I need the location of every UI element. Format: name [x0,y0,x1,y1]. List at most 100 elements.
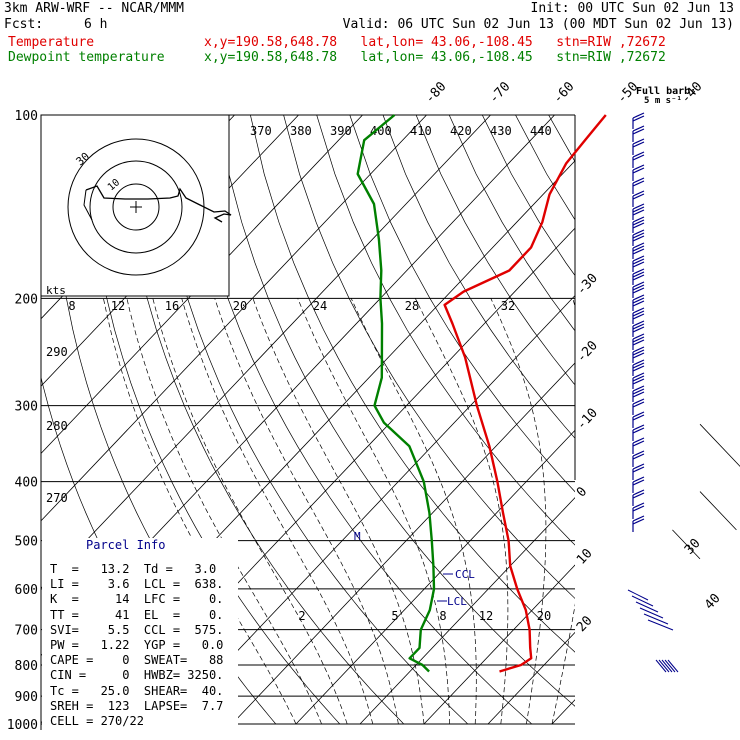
wind-barb-lower [627,589,649,601]
hodograph-ring-20 [89,160,183,254]
pressure-label-100: 100 [15,109,38,124]
wind-barb-flag [632,479,645,486]
wind-barb-flag [632,424,645,431]
wind-barb-flag [632,505,645,512]
isotherm-label: -20 [574,338,601,365]
hodograph-trace [85,185,232,223]
valid-time: Valid: 06 UTC Sun 02 Jun 13 (00 MDT Sun … [342,17,734,32]
parcel-info-row: CAPE = 0 SWEAT= 88 [50,653,224,668]
wind-barb-flag [632,154,645,161]
parcel-info-row: K = 14 LFC = 0. [50,592,224,607]
isotherm-line [41,115,491,589]
wind-barb-lower [631,595,654,607]
wind-barb-flag [632,235,645,242]
forecast-label: Fcst: [4,17,44,32]
moist-adiabat [297,298,450,725]
pressure-label-900: 900 [15,690,38,705]
isotherm-label: 10 [574,546,596,568]
wind-barb-flag [632,310,645,317]
theta-e-label: 420 [450,124,472,138]
wind-barb-surface [655,659,667,673]
wind-barb-lower [643,613,669,625]
wind-barb-flag [632,365,645,372]
dry-adiabat [415,115,575,386]
wind-barb-flag [632,333,645,340]
parcel-info-row: TT = 41 EL = 0. [50,607,224,622]
wind-barb-flag [632,398,645,405]
wind-barb-flag [632,401,645,408]
theta-e-label: 370 [250,124,272,138]
wind-barb-flag [632,372,645,379]
mixing-ratio-label: 24 [313,299,327,313]
wind-barb-flag [632,261,645,268]
wind-barb-surface [661,659,673,673]
dry-adiabat [250,115,575,653]
parcel-info-row: CELL = 270/22 [50,714,144,728]
isotherm-label: -60 [551,79,578,106]
wind-barb-flag [632,336,645,343]
dewpoint-legend-label: Dewpoint temperature [8,50,165,65]
dry-adiabat [283,115,575,599]
dry-adiabat [681,115,740,724]
wind-barb-surface [667,659,679,673]
isotherm-line [423,564,575,725]
wind-barb-flag [632,411,645,418]
isotherm-line [41,115,427,522]
wind-barb-flag [632,138,645,145]
moist-adiabat [350,298,477,725]
wind-barb-flag [632,375,645,382]
temperature-profile [443,114,607,673]
isotherm-label: -80 [423,79,450,106]
ccl-marker: CCL [443,568,475,581]
mixing-ratio-label: 12 [111,299,125,313]
pressure-label-200: 200 [15,292,38,307]
mixing-ratio-label: 32 [501,299,515,313]
pressure-label-400: 400 [15,476,38,491]
wind-barb-flag [632,229,645,236]
pressure-label-300: 300 [15,400,38,415]
wind-barb-flag [632,300,645,307]
wind-barb-flag [632,258,645,265]
theta-label: 280 [46,419,68,433]
pressure-label-1000: 1000 [7,718,38,733]
barb-legend-title: Full barb: [636,86,696,97]
isotherm-label: 0 [574,484,590,500]
isotherm-line [487,631,575,725]
wind-barb-flag [632,294,645,301]
wind-barb-flag [632,307,645,314]
wind-barbs [627,112,679,673]
wind-barb-flag [632,518,645,525]
mixing-ratio-label: 16 [165,299,179,313]
wind-barb-flag [632,141,645,148]
moist-adiabat [490,298,547,725]
theta-label: 270 [46,491,68,505]
wind-barb-flag [632,378,645,385]
dry-adiabat [117,115,405,725]
moist-adiabat [252,298,425,725]
wind-barb-flag [632,167,645,174]
dry-adiabat [714,115,740,724]
wind-barb-flag [632,362,645,369]
mixing-ratio-label: 2 [298,609,305,623]
wind-barb-flag [632,515,645,522]
wind-barb-flag [632,450,645,457]
wind-barb-flag [632,339,645,346]
mixing-ratio-label: 5 [391,609,398,623]
model-title: 3km ARW-WRF -- NCAR/MMM [4,1,185,16]
wind-barb-flag [632,232,645,239]
wind-barb-flag [632,463,645,470]
isotherm-label: -10 [574,406,601,433]
wind-barb-flag [632,297,645,304]
wind-barb-flag [632,437,645,444]
wind-barb-lower [639,607,664,619]
wind-barb-flag [632,193,645,200]
wind-barb-flag [632,359,645,366]
wind-barb-flag [632,203,645,210]
theta-e-label: 390 [330,124,352,138]
temperature-location-line: x,y=190.58,648.78 lat,lon= 43.06,-108.45… [204,35,666,50]
pressure-tick-labels: 100 200 300 400 500 600 700 800 900 1000 [7,109,38,733]
theta-label: 290 [46,345,68,359]
wind-barb-lower [647,619,674,631]
wind-barb-flag [632,128,645,135]
